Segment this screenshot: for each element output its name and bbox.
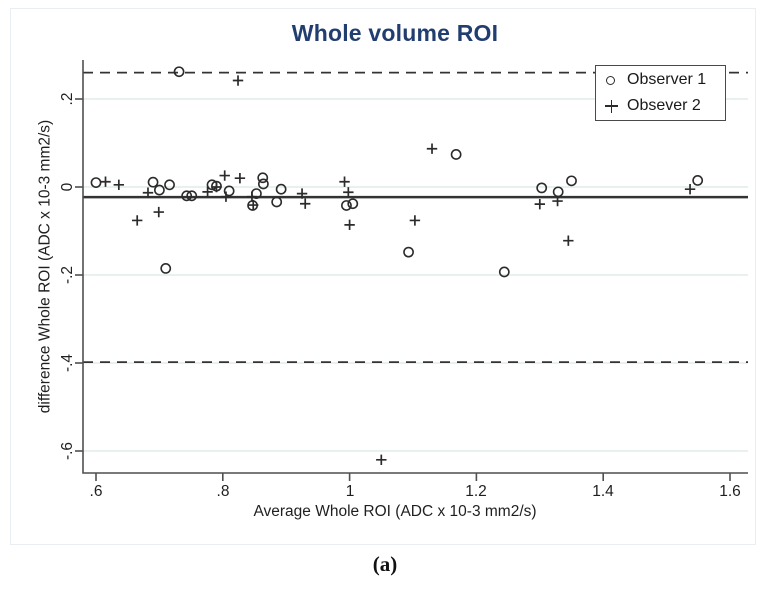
x-axis-title: Average Whole ROI (ADC x 10-3 mm2/s) [253, 503, 537, 520]
y-tick-label: -.6 [59, 441, 76, 461]
y-tick-label: -.2 [59, 265, 76, 285]
x-tick-label: .8 [216, 483, 230, 500]
chart-title: Whole volume ROI [291, 20, 499, 46]
y-tick-label: -.4 [59, 353, 76, 373]
legend-item-observer-1: Observer 1 [605, 68, 725, 92]
y-axis-title: difference Whole ROI (ADC x 10-3 mm2/s) [36, 119, 54, 414]
y-tick-label: .2 [59, 92, 76, 106]
x-tick-label: 1.2 [465, 483, 487, 500]
legend-label: Obsever 2 [627, 97, 701, 114]
plus-marker-icon [605, 99, 627, 113]
y-tick-label: 0 [59, 182, 76, 192]
x-tick-label: 1 [345, 483, 355, 500]
legend-label: Observer 1 [627, 71, 707, 88]
legend-item-observer-2: Obsever 2 [605, 94, 725, 118]
x-tick-label: 1.4 [592, 483, 614, 500]
subfigure-caption: (a) [372, 552, 398, 576]
x-tick-label: 1.6 [719, 483, 741, 500]
legend: Observer 1 Obsever 2 [595, 65, 726, 121]
circle-marker-icon [605, 75, 627, 85]
x-tick-label: .6 [89, 483, 103, 500]
